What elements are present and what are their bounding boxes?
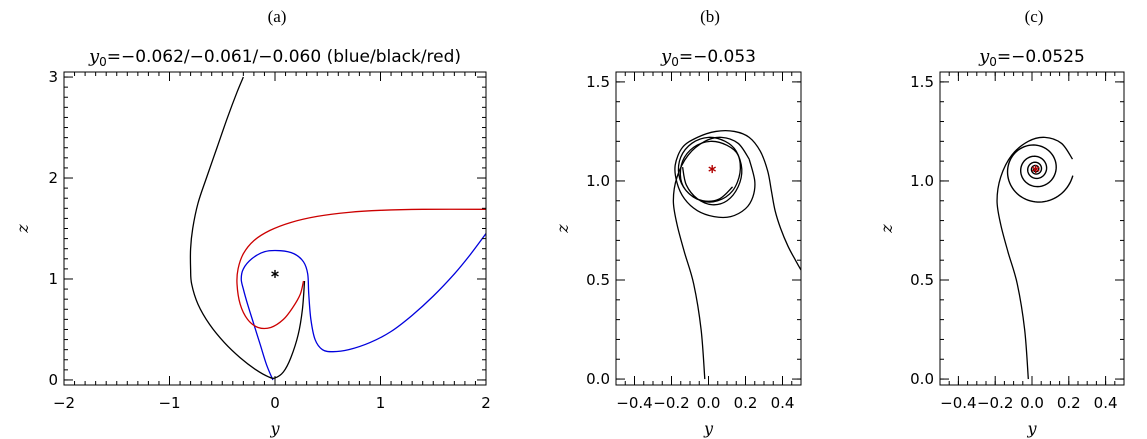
series-line-0 [672,136,750,380]
title-symbol: y [978,46,990,67]
x-tick-label: 0.0 [1020,394,1044,412]
y-tick-label: 0.5 [586,271,610,289]
y-tick-label: 1 [48,270,58,288]
x-tick-label: 0 [270,394,280,412]
title-subscript: 0 [99,55,107,69]
panel-b: (b)y0=−0.053−0.4 −0.2 0.0 0.2 0.40.00.51.01.… [553,7,802,438]
x-tick-label: 0.2 [734,394,758,412]
x-tick-label: 0.4 [771,394,795,412]
y-tick-label: 0 [48,371,58,389]
x-tick-label: −1 [158,394,180,412]
x-tick-label: −0.4 [616,394,652,412]
panel-letter: (b) [700,7,720,26]
panel-title: y0=−0.0525 [978,46,1085,69]
fixed-point-marker [708,165,717,174]
series-line-1 [677,136,743,206]
y-axis-title: z [13,224,32,234]
plot-area [189,76,486,381]
x-axis-title: y [269,419,280,438]
title-symbol: y [88,46,100,67]
y-axis-title: z [877,224,896,234]
series-line-2 [236,208,486,330]
panel-letter: (a) [268,7,287,26]
fixed-point-marker [1031,165,1040,174]
title-subscript: 0 [989,55,997,69]
y-axis-title: z [553,224,572,234]
series-line-0 [996,136,1074,380]
plot-area [996,136,1074,380]
y-tick-label: 1.5 [910,73,934,91]
panel-c: (c)y0=−0.0525−0.4 −0.2 0.0 0.2 0.40.00.51.01… [877,7,1125,438]
x-tick-label: 0.0 [697,394,721,412]
x-tick-label: −0.4 [940,394,976,412]
title-symbol: y [660,46,672,67]
x-tick-label: 0.2 [1057,394,1081,412]
y-tick-label: 1.5 [586,73,610,91]
x-tick-label: −0.2 [977,394,1013,412]
y-tick-label: 0.5 [910,271,934,289]
series-line-0 [240,233,486,381]
panel-title: y0=−0.053 [660,46,756,69]
title-text: =−0.053 [679,47,756,67]
title-text: =−0.062/−0.061/−0.060 (blue/black/red) [107,47,461,67]
x-tick-label: 1 [376,394,386,412]
plot-frame [939,71,1125,386]
x-axis-title: y [703,419,714,438]
spiral-line [1006,144,1074,203]
x-axis-title: y [1026,419,1037,438]
y-tick-label: 0.0 [586,370,610,388]
x-tick-label: −0.2 [653,394,689,412]
x-tick-label: −2 [53,394,75,412]
series-line-1 [189,76,306,379]
title-text: =−0.0525 [997,47,1085,67]
x-tick-label: 2 [481,394,491,412]
x-tick-label: 0.4 [1094,394,1118,412]
y-tick-label: 0.0 [910,370,934,388]
fixed-point-marker [271,269,279,278]
panel-a: (a)y0=−0.062/−0.061/−0.060 (blue/black/r… [13,7,491,438]
plot-frame [615,71,802,386]
panel-letter: (c) [1025,7,1044,26]
series-line-2 [674,130,801,271]
panel-title: y0=−0.062/−0.061/−0.060 (blue/black/red) [88,46,461,69]
y-tick-label: 2 [48,169,58,187]
plot-area [672,130,801,380]
y-tick-label: 3 [48,68,58,86]
y-tick-label: 1.0 [910,172,934,190]
y-tick-label: 1.0 [586,172,610,190]
title-subscript: 0 [671,55,679,69]
